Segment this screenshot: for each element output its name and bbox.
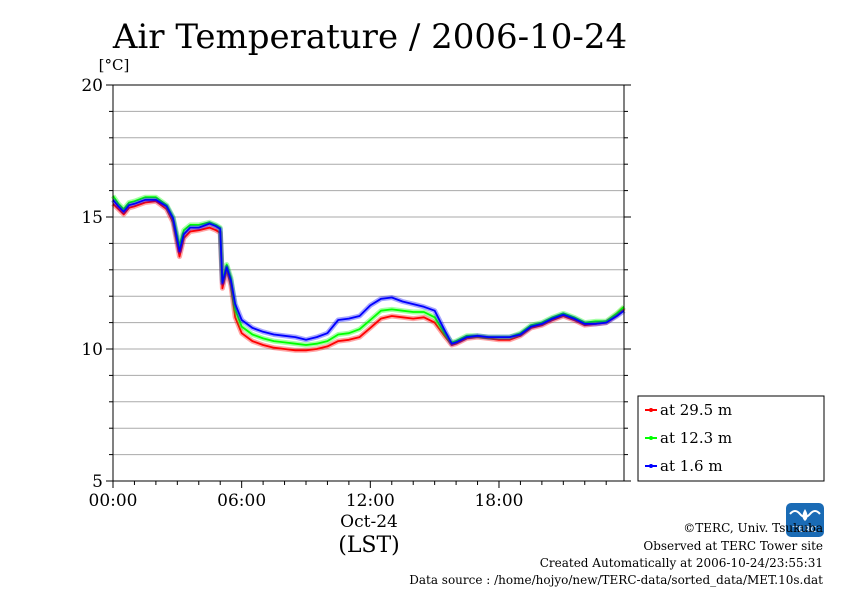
- legend-label: at 1.6 m: [660, 457, 723, 475]
- series-line: [112, 198, 625, 345]
- axis-ticks: [106, 84, 631, 488]
- grid-lines: [113, 110, 624, 456]
- y-tick-labels: 5 10 15 20: [81, 76, 103, 492]
- x-tick-label: 06:00: [217, 491, 266, 511]
- logo-drop-icon: [802, 509, 808, 521]
- legend-marker: [649, 408, 653, 412]
- x-axis-label: Oct-24: [340, 512, 398, 532]
- x-tick-label: 12:00: [346, 491, 395, 511]
- terc-logo: TERC: [786, 503, 824, 537]
- logo-text: TERC: [792, 525, 818, 534]
- legend-box: [637, 395, 825, 482]
- chart-title: Air Temperature / 2006-10-24: [112, 17, 627, 57]
- footer-created: Created Automatically at 2006-10-24/23:5…: [540, 556, 823, 570]
- y-tick-label: 20: [81, 76, 103, 96]
- y-tick-label: 15: [81, 208, 103, 228]
- series-line: [112, 195, 625, 346]
- legend-marker: [649, 464, 653, 468]
- x-axis-sublabel: (LST): [338, 533, 400, 558]
- x-tick-label: 18:00: [474, 491, 523, 511]
- footer-source: Data source : /home/hojyo/new/TERC-data/…: [409, 573, 823, 587]
- legend: at 29.5 m at 12.3 m at 1.6 m: [637, 395, 825, 482]
- legend-label: at 12.3 m: [660, 429, 732, 447]
- x-tick-labels: 00:00 06:00 12:00 18:00: [89, 491, 524, 511]
- plot-frame: [112, 84, 625, 482]
- y-tick-label: 10: [81, 340, 103, 360]
- series-line: [112, 200, 625, 352]
- legend-marker: [649, 436, 653, 440]
- legend-label: at 29.5 m: [660, 401, 732, 419]
- y-tick-label: 5: [92, 472, 103, 492]
- y-axis-unit-label: [°C]: [99, 56, 130, 74]
- footer-observed: Observed at TERC Tower site: [643, 539, 823, 553]
- series-layer: [110, 194, 626, 353]
- footer-copyright: ©TERC, Univ. Tsukuba: [683, 521, 823, 535]
- x-tick-label: 00:00: [89, 491, 138, 511]
